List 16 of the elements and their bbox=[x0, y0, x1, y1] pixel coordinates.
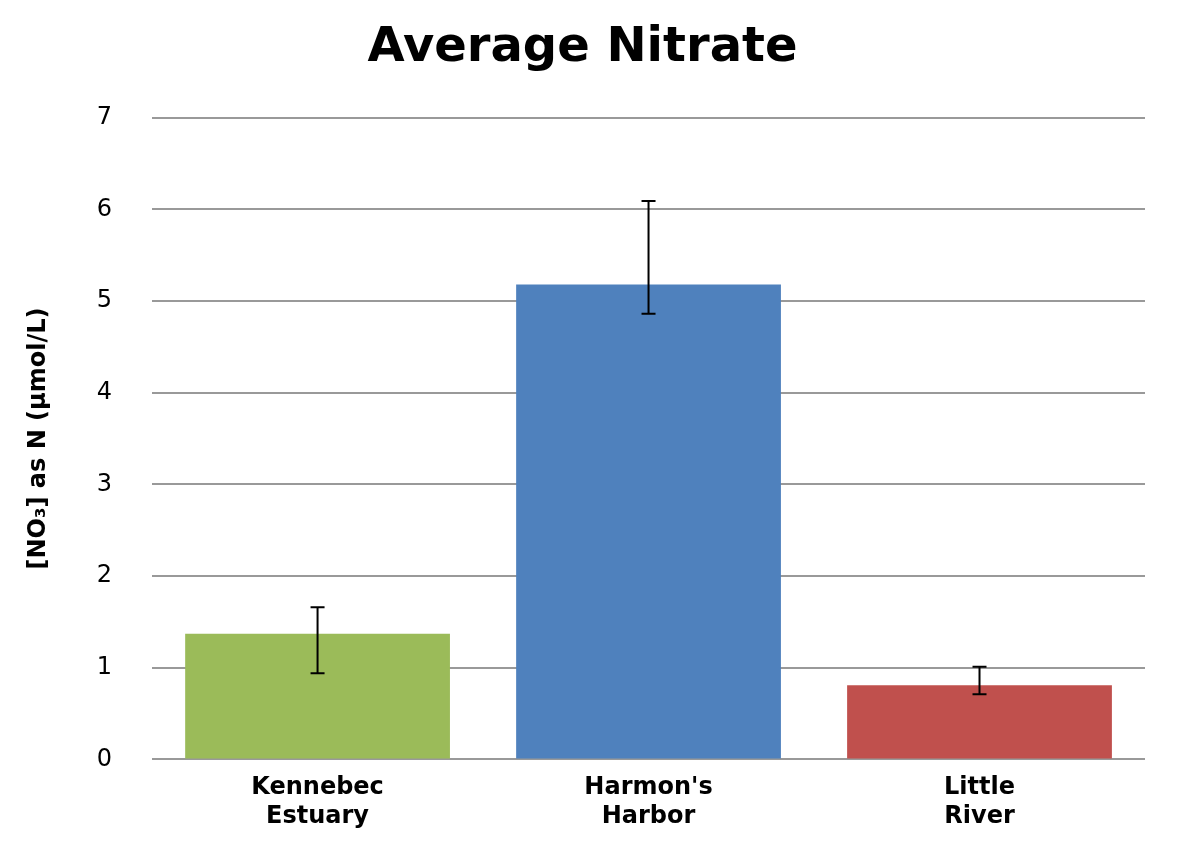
y-tick-label: 2 bbox=[96, 560, 113, 589]
bar bbox=[847, 685, 1112, 759]
y-tick-label: 6 bbox=[96, 193, 113, 222]
y-tick-label: 3 bbox=[96, 468, 113, 497]
bar bbox=[185, 633, 450, 759]
y-axis-title: [NO₃] as N (µmol/L) bbox=[22, 307, 51, 570]
x-tick-label: Little River bbox=[944, 772, 1015, 829]
x-tick-label: Harmon's Harbor bbox=[584, 772, 713, 829]
chart-title: Average Nitrate bbox=[367, 16, 798, 73]
x-tick-label: Kennebec Estuary bbox=[251, 772, 384, 829]
y-tick-label: 7 bbox=[96, 101, 113, 130]
y-tick-label: 5 bbox=[96, 285, 113, 314]
y-tick-label: 1 bbox=[96, 651, 113, 680]
y-tick-label: 0 bbox=[96, 743, 113, 772]
bar bbox=[516, 284, 781, 759]
y-tick-label: 4 bbox=[96, 376, 113, 405]
